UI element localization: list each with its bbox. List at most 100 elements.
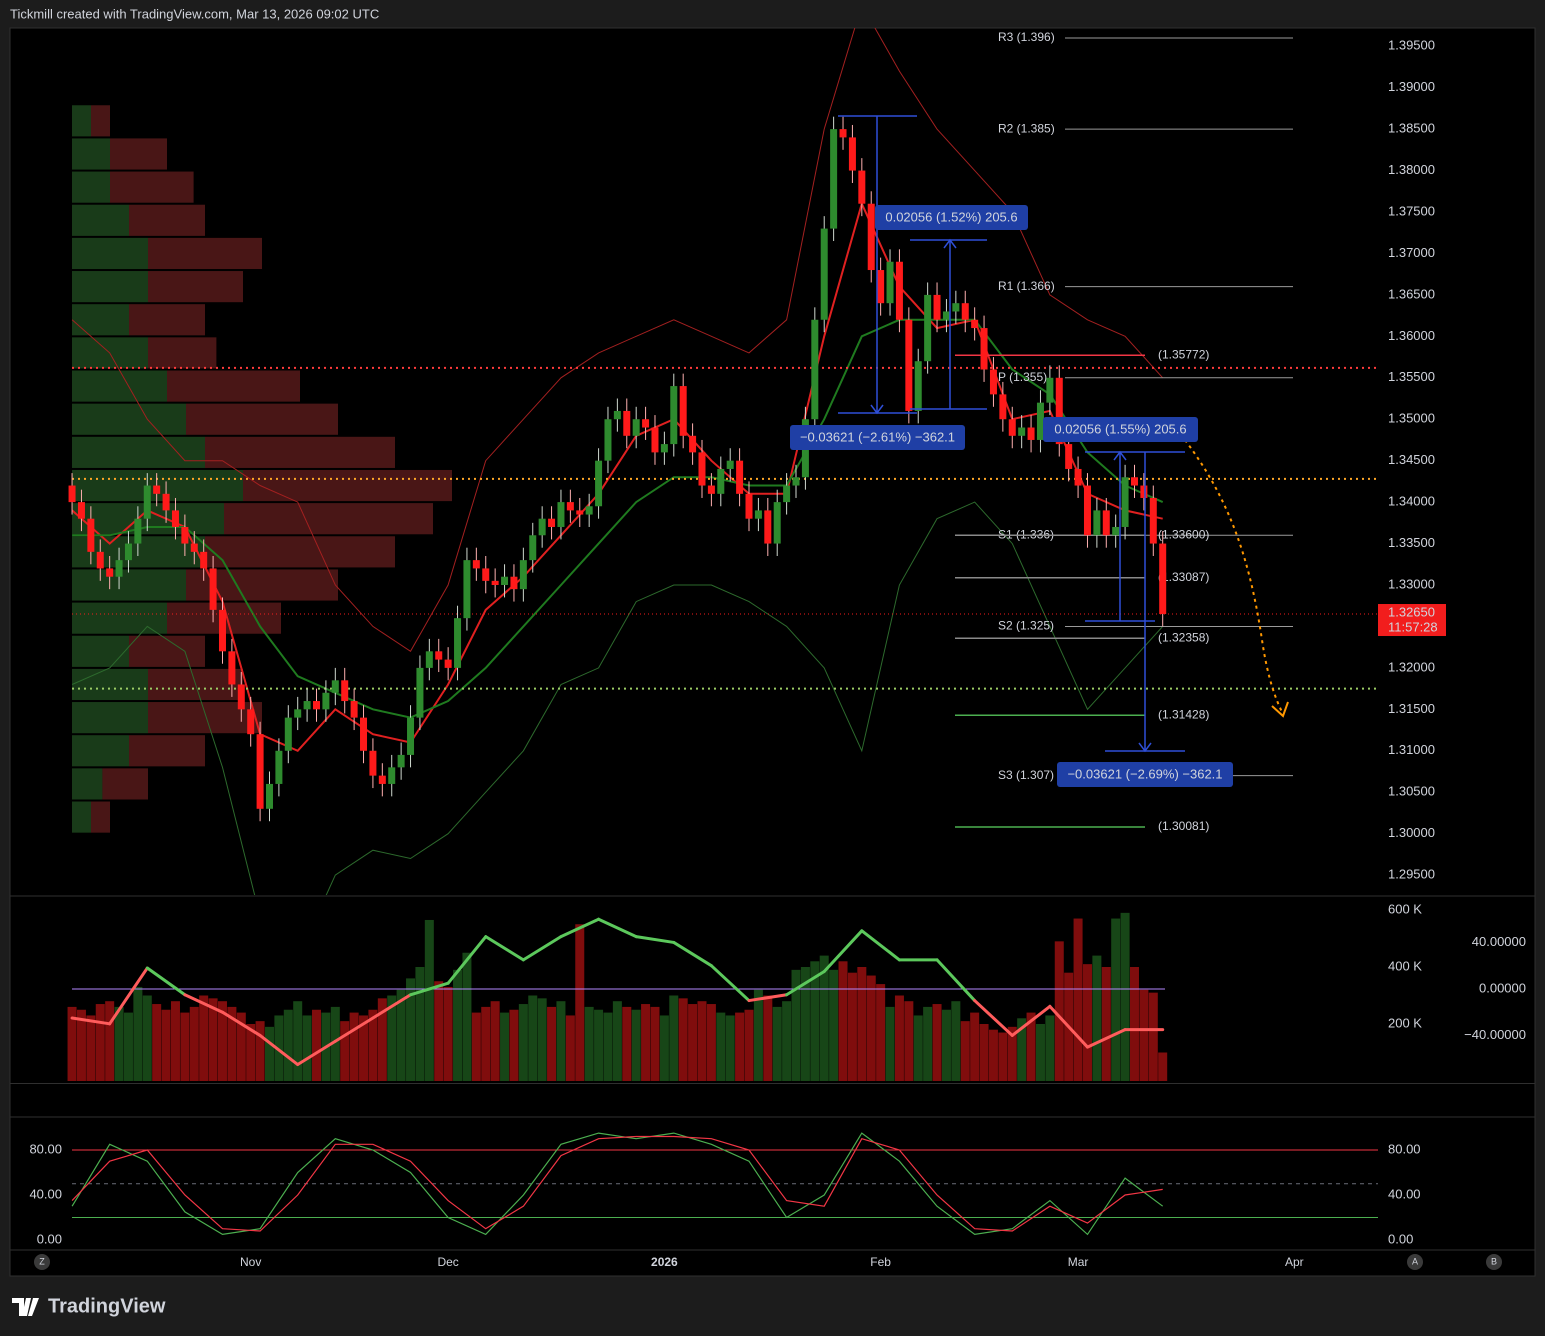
profile-up [72,171,110,203]
candle-body [707,485,715,494]
candle-body [106,568,114,577]
candle-body [595,460,603,507]
volume-bar [293,1001,303,1081]
volume-bar [1111,918,1121,1081]
volume-bar [631,1009,641,1081]
pivot-label: S2 (1.325) [998,619,1054,633]
candle-body [895,261,903,320]
profile-down [148,702,262,734]
volume-bar [424,919,434,1081]
candle-body [1074,468,1082,486]
volume-bar [133,986,143,1081]
oscillator-segment [183,993,224,1014]
button[interactable]: B [1491,1256,1497,1266]
candle-body [1149,497,1157,544]
button-bg [1407,1254,1423,1270]
candle-body [115,560,123,577]
button-bg [1486,1254,1502,1270]
profile-up [72,702,148,734]
candle-body [557,502,565,527]
candle-body [388,767,396,784]
volume-bar [330,1006,340,1081]
volume-bar [584,1006,594,1081]
volume-bar [312,1009,322,1081]
volume-bar [453,969,463,1081]
candle-body [397,754,405,768]
candle-body [407,717,415,755]
candle-body [501,576,509,586]
button[interactable]: Z [39,1256,45,1266]
pivot-label: R1 (1.366) [998,279,1055,293]
volume-bar [791,969,801,1081]
y-tick-label: 1.39000 [1388,79,1435,94]
y-tick-label: 1.33500 [1388,535,1435,550]
y-tick-label: 1.34500 [1388,452,1435,467]
candle-body [171,510,179,527]
volume-bar [471,1012,481,1081]
y-tick-label: 40.00 [29,1186,62,1201]
oscillator-segment [220,1010,262,1037]
volume-bar [951,1001,961,1081]
profile-down [110,138,167,170]
volume-bar [1035,1023,1045,1081]
candle-body [1159,543,1167,615]
measure-box [790,425,965,450]
volume-bar [970,1012,980,1081]
volume-bar [217,1001,227,1081]
profile-down [102,768,148,800]
y-tick-label: 1.29500 [1388,867,1435,882]
profile-down [148,237,262,270]
arrow-head [943,238,957,249]
profile-up [72,569,186,601]
candle-body [604,419,612,461]
profile-up [72,204,129,236]
pivot-label: P (1.355) [998,370,1047,384]
buttons: Z A B [34,1254,1502,1270]
volume-bar [1120,912,1130,1081]
y-tick-label: 1.38500 [1388,121,1435,136]
candle-body [134,518,142,544]
volume-bar [359,1015,369,1081]
y2-tick-label: −40.00000 [1464,1027,1526,1042]
logo-icon [12,1298,39,1316]
volume-bar [528,995,538,1081]
oscillator-segment [333,1016,375,1043]
y-tick-label: 1.39500 [1388,38,1435,53]
button-bg [34,1254,50,1270]
candle-body [322,692,330,710]
profile-up [72,237,148,270]
volume-bar [641,1004,651,1081]
oscillator-segment [446,935,488,985]
candle-body [924,294,932,362]
profile-down [129,735,205,767]
x-tick-label: Feb [870,1255,891,1269]
oscillator-segment [1010,1004,1052,1037]
candle-body [660,444,668,453]
candle-body [651,427,659,453]
candle-body [435,651,443,660]
volume-bar [772,1006,782,1081]
volume-bar [547,1006,557,1081]
y-tick-label: 0.00 [1388,1231,1413,1246]
volume-bar [1017,1018,1027,1081]
volume-bar [697,1001,707,1081]
level-label: (1.33087) [1158,570,1209,584]
candle-body [961,303,969,320]
chart-area [9,27,1536,1277]
level-label: (1.35772) [1158,347,1209,361]
volume-bar [923,1006,933,1081]
oscillator-segment [634,935,676,944]
x-tick-label: Mar [1068,1255,1089,1269]
candle-body [952,303,960,312]
candle-body [1008,419,1016,436]
volume-bar [264,1026,274,1081]
candle-body [783,485,791,503]
y-tick-label: 1.38000 [1388,162,1435,177]
button[interactable]: A [1412,1256,1418,1266]
profile-up [72,635,129,667]
x-tick-label: 2026 [651,1255,678,1269]
y2-tick-label: 0.00000 [1479,980,1526,995]
profile-down [129,204,205,236]
